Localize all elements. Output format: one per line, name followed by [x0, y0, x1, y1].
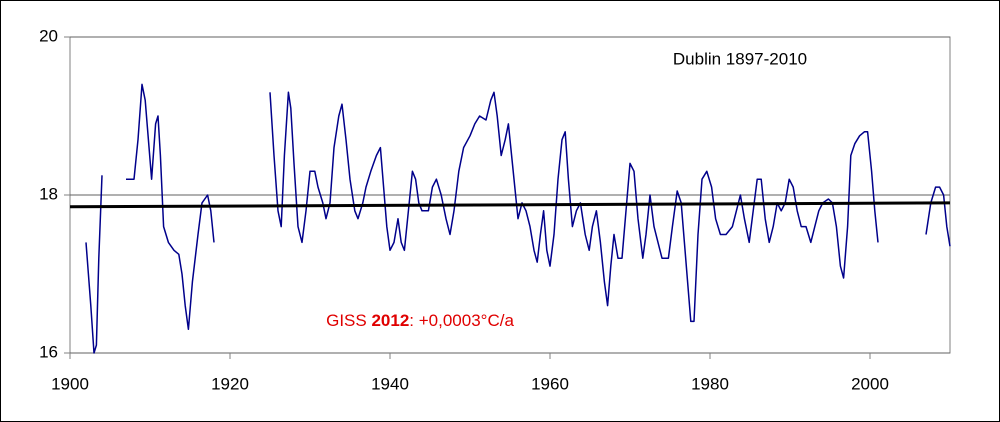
data-line	[85, 175, 103, 354]
data-line	[269, 91, 879, 323]
annotation-part: 2012	[371, 311, 409, 330]
trend-line	[69, 201, 951, 209]
x-tick-label: 1960	[531, 374, 569, 393]
x-tick-label: 1980	[691, 374, 729, 393]
annotation-part: GISS	[326, 311, 371, 330]
annotation-part: : +0,0003°C/a	[409, 311, 514, 330]
x-tick-label: 1920	[211, 374, 249, 393]
x-tick-label: 1900	[51, 374, 89, 393]
x-tick-label: 2000	[851, 374, 889, 393]
chart-title: Dublin 1897-2010	[673, 49, 807, 68]
data-line	[925, 186, 951, 247]
data-line	[126, 83, 215, 331]
x-tick-label: 1940	[371, 374, 409, 393]
y-tick-label: 16	[39, 342, 58, 361]
y-tick-label: 18	[39, 184, 58, 203]
y-tick-label: 20	[39, 26, 58, 45]
annotation: GISS 2012: +0,0003°C/a	[326, 311, 514, 330]
